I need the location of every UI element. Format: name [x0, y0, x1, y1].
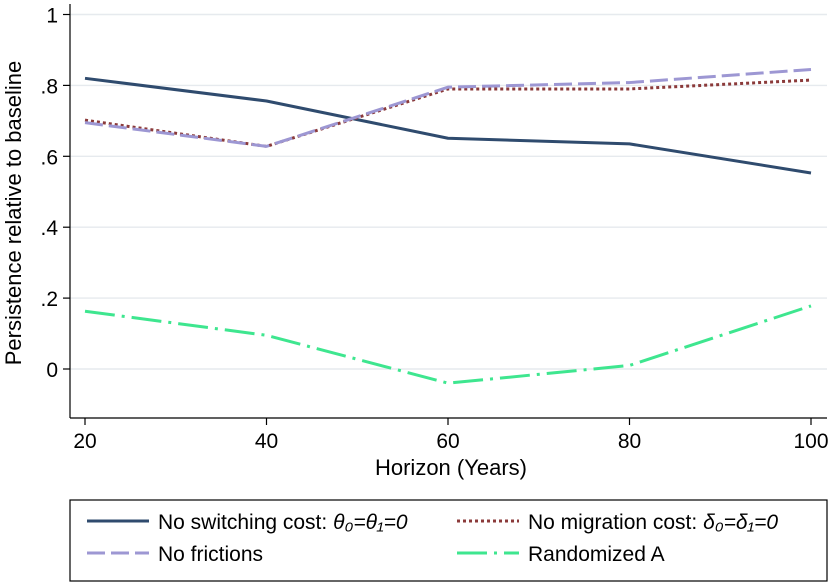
legend-box — [69, 499, 828, 582]
y-tick-label-2: .4 — [40, 217, 58, 240]
x-tick-label-2: 60 — [436, 430, 459, 453]
x-tick-label-1: 40 — [255, 430, 278, 453]
y-axis-title: Persistence relative to baseline — [1, 61, 26, 366]
legend-label-no-frictions: No frictions — [158, 543, 263, 566]
y-tick-label-4: .8 — [40, 75, 58, 98]
legend-label-no-migration: No migration cost: δ₀=δ₁=0 — [528, 511, 778, 534]
legend: No switching cost: θ₀=θ₁=0 No migration c… — [69, 499, 828, 582]
y-tick-label-0: 0 — [46, 359, 58, 382]
axes: 0 .2 .4 .6 .8 1 20 40 60 80 100 — [40, 4, 829, 453]
x-tick-label-0: 20 — [73, 430, 96, 453]
y-tick-label-3: .6 — [40, 146, 58, 169]
y-tick-label-5: 1 — [46, 5, 58, 28]
gridlines — [70, 13, 827, 370]
x-tick-label-4: 100 — [793, 430, 828, 453]
series-lines — [84, 67, 812, 385]
x-tick-label-3: 80 — [618, 430, 641, 453]
legend-label-no-switching: No switching cost: θ₀=θ₁=0 — [158, 511, 408, 534]
y-tick-label-1: .2 — [40, 288, 58, 311]
series-line-randomized-a — [84, 304, 812, 385]
legend-label-randomized-a: Randomized A — [528, 543, 665, 566]
x-axis-title: Horizon (Years) — [375, 455, 527, 480]
